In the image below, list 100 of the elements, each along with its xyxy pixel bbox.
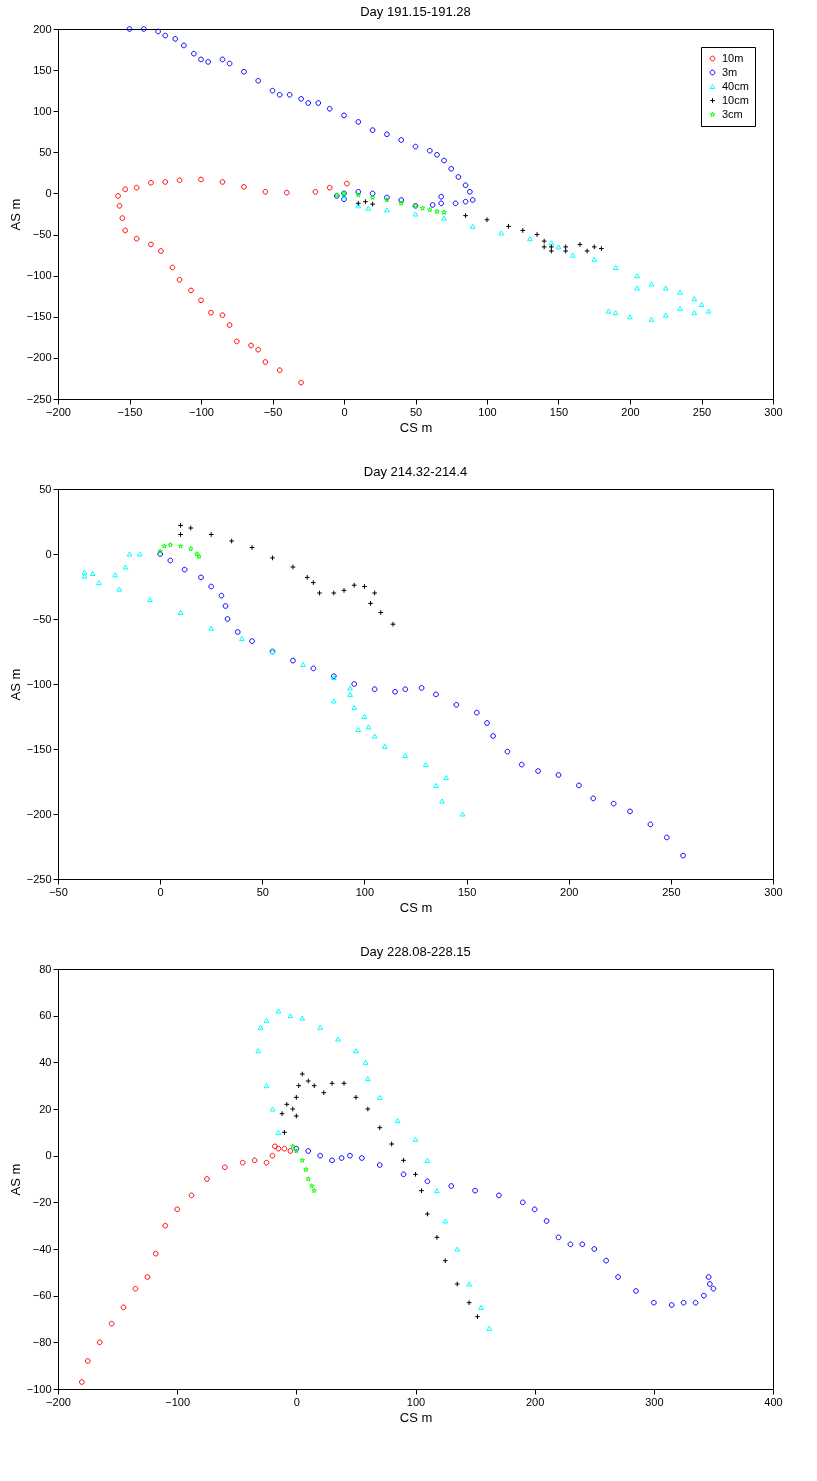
point <box>442 1257 449 1264</box>
point <box>176 177 183 184</box>
point <box>362 1059 369 1065</box>
point <box>454 1281 461 1287</box>
point <box>359 1155 365 1161</box>
point <box>298 379 304 386</box>
point <box>262 188 269 195</box>
point <box>122 186 129 193</box>
point <box>335 1036 341 1042</box>
x-tick-label: 0 <box>341 405 348 418</box>
y-tick-label: −150 <box>26 742 52 755</box>
point <box>299 1071 306 1077</box>
point <box>290 564 296 570</box>
point <box>269 1106 276 1112</box>
point <box>126 26 133 32</box>
point <box>326 105 333 112</box>
point <box>518 761 525 768</box>
point <box>208 625 215 631</box>
point <box>367 600 374 607</box>
y-tick-label: −100 <box>26 677 52 690</box>
point <box>305 100 312 106</box>
point <box>126 551 133 557</box>
point <box>555 1234 562 1241</box>
point <box>317 1152 324 1159</box>
point <box>84 1358 91 1364</box>
point <box>648 281 655 287</box>
point <box>133 235 140 242</box>
point <box>305 1148 312 1154</box>
point <box>188 1192 195 1199</box>
point <box>418 685 425 691</box>
point <box>612 264 619 270</box>
point <box>255 346 262 353</box>
point <box>710 1285 717 1292</box>
point <box>412 1171 419 1178</box>
point <box>371 733 378 739</box>
point <box>181 566 188 573</box>
point <box>591 244 598 250</box>
point <box>484 720 490 726</box>
point <box>441 209 447 215</box>
point <box>453 701 460 708</box>
point <box>469 223 476 229</box>
point <box>120 1304 127 1311</box>
point <box>119 215 126 221</box>
point <box>519 227 526 234</box>
point <box>535 768 541 774</box>
point <box>438 193 445 200</box>
point <box>361 583 368 590</box>
point <box>662 312 669 318</box>
point <box>677 306 683 312</box>
point <box>434 151 440 158</box>
point <box>591 1246 598 1252</box>
point <box>634 273 640 279</box>
point <box>691 296 698 302</box>
point <box>263 1159 270 1166</box>
point <box>680 852 686 859</box>
point <box>330 590 337 596</box>
y-tick-label: −250 <box>26 872 52 885</box>
x-tick-label: −100 <box>189 405 214 418</box>
point <box>543 1218 550 1224</box>
y-tick-label: 20 <box>39 1102 52 1115</box>
point <box>299 1157 306 1163</box>
point <box>293 1094 300 1101</box>
point <box>281 1129 288 1136</box>
point <box>162 179 169 185</box>
point <box>290 1143 296 1149</box>
point <box>668 1302 675 1308</box>
point <box>341 112 347 119</box>
x-tick-label: 100 <box>406 1395 426 1408</box>
point <box>627 314 633 320</box>
point <box>650 1299 657 1306</box>
point <box>122 227 129 234</box>
point <box>320 1089 327 1096</box>
point <box>226 60 233 67</box>
y-tick-label: 150 <box>33 63 52 76</box>
point <box>531 1206 538 1213</box>
x-tick-label: 250 <box>662 885 681 898</box>
x-tick-label: −50 <box>263 405 283 418</box>
point <box>167 542 174 548</box>
point <box>312 188 319 195</box>
x-tick-label: 200 <box>621 405 640 418</box>
point <box>239 635 245 642</box>
point <box>442 1218 449 1224</box>
point <box>122 564 129 570</box>
point <box>382 743 388 749</box>
point <box>355 188 362 195</box>
point <box>299 1015 306 1021</box>
point <box>311 1187 317 1194</box>
point <box>234 629 241 635</box>
point <box>412 211 419 217</box>
point <box>305 1078 312 1084</box>
x-axis-title: CS m <box>399 419 433 435</box>
point <box>365 724 372 730</box>
point <box>326 184 333 191</box>
point <box>241 68 247 75</box>
point <box>218 592 225 599</box>
point <box>158 248 164 254</box>
point <box>548 248 555 254</box>
y-axis-title: AS m <box>7 198 23 231</box>
point <box>177 522 184 529</box>
point <box>648 316 655 322</box>
